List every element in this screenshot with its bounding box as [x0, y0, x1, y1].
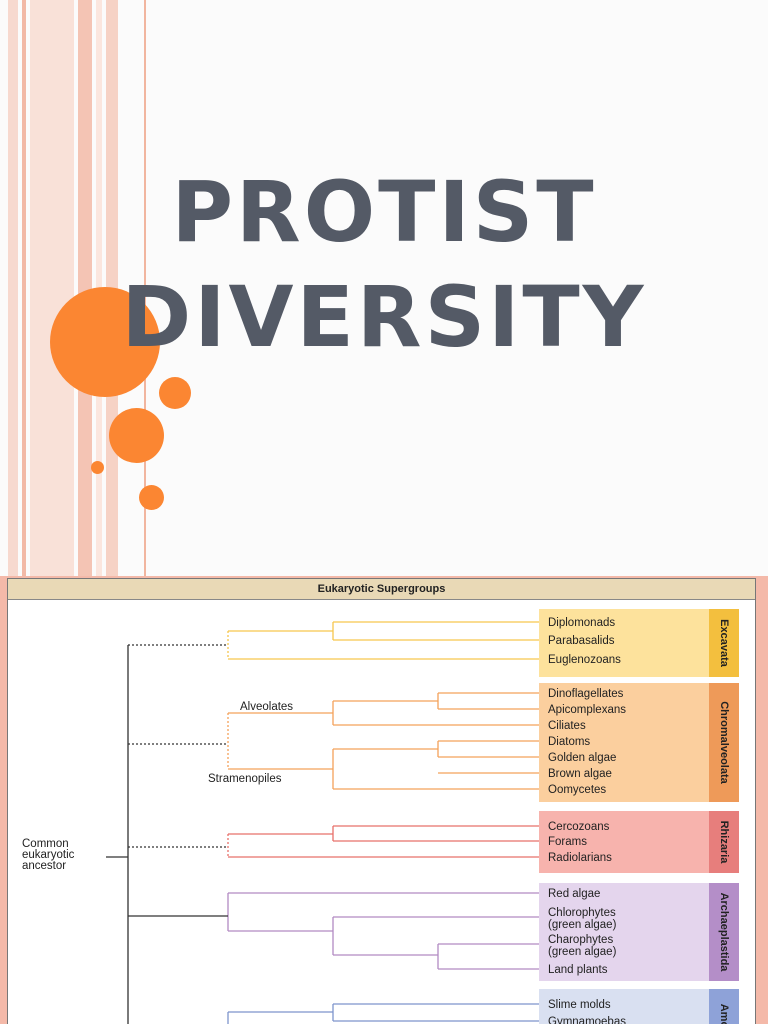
- taxon-label: Diplomonads: [548, 617, 615, 629]
- supergroup-tab: [709, 609, 739, 677]
- taxon-label: Charophytes: [548, 934, 613, 946]
- stripe: [144, 0, 146, 576]
- root-label: Common: [22, 838, 69, 850]
- supergroup-box: [539, 683, 739, 802]
- taxon-label: Slime molds: [548, 999, 611, 1011]
- supergroup-box: [539, 609, 739, 677]
- title-line-2: DIVERSITY: [121, 268, 647, 366]
- orange-circle: [109, 408, 164, 463]
- taxon-label: Radiolarians: [548, 852, 612, 864]
- clade-label-alveolates: Alveolates: [240, 701, 293, 713]
- taxon-label: (green algae): [548, 946, 617, 958]
- orange-circle-large: [50, 287, 160, 397]
- figure-header: Eukaryotic Supergroups: [8, 579, 755, 600]
- title-slide: PROTIST DIVERSITY: [8, 0, 647, 576]
- taxon-label: Parabasalids: [548, 635, 615, 647]
- supergroup-tab: [709, 811, 739, 873]
- clade-label-stramenopiles: Stramenopiles: [208, 773, 282, 785]
- taxon-label: Golden algae: [548, 752, 616, 764]
- taxon-label: Brown algae: [548, 768, 612, 780]
- supergroup-tab: [709, 989, 739, 1024]
- taxon-label: (green algae): [548, 919, 617, 931]
- taxon-label: Forams: [548, 836, 587, 848]
- supergroup-tab: [709, 683, 739, 802]
- supergroup-label: Archaeplastida: [718, 893, 730, 973]
- taxon-label: Ciliates: [548, 720, 586, 732]
- taxon-label: Chlorophytes: [548, 907, 616, 919]
- taxon-label: Cercozoans: [548, 821, 610, 833]
- supergroup-label: Excavata: [718, 619, 730, 668]
- supergroup-label: Rhizaria: [718, 821, 730, 865]
- title-line-1: PROTIST: [171, 163, 597, 261]
- taxon-label: Apicomplexans: [548, 704, 626, 716]
- phylogenetic-tree: Excavata Chromalveolata Rhizaria Archaeplas…: [22, 609, 739, 1024]
- orange-circle: [139, 485, 164, 510]
- supergroup-label: Amoe: [718, 1004, 730, 1024]
- taxon-label: Land plants: [548, 964, 608, 976]
- supergroup-box: [539, 883, 739, 981]
- root-label: ancestor: [22, 860, 66, 872]
- stripe: [30, 0, 74, 576]
- stripe: [8, 0, 18, 576]
- supergroup-box: [539, 989, 739, 1024]
- taxon-label: Oomycetes: [548, 784, 606, 796]
- taxon-label: Dinoflagellates: [548, 688, 624, 700]
- supergroup-tab: [709, 883, 739, 981]
- taxon-label: Euglenozoans: [548, 654, 621, 666]
- stripe: [22, 0, 26, 576]
- stripe: [78, 0, 92, 576]
- orange-circle-small: [91, 461, 104, 474]
- taxon-label: Gymnamoebas: [548, 1016, 626, 1024]
- root-label: eukaryotic: [22, 849, 75, 861]
- supergroup-label: Chromalveolata: [718, 701, 730, 784]
- orange-circle: [159, 377, 191, 409]
- taxon-label: Red algae: [548, 888, 600, 900]
- taxon-label: Diatoms: [548, 736, 590, 748]
- phylogeny-figure: Eukaryotic Supergroups Excavata Chromalve…: [7, 578, 756, 1024]
- supergroup-box: [539, 811, 739, 873]
- figure-frame: Eukaryotic Supergroups Excavata Chromalve…: [0, 576, 768, 1024]
